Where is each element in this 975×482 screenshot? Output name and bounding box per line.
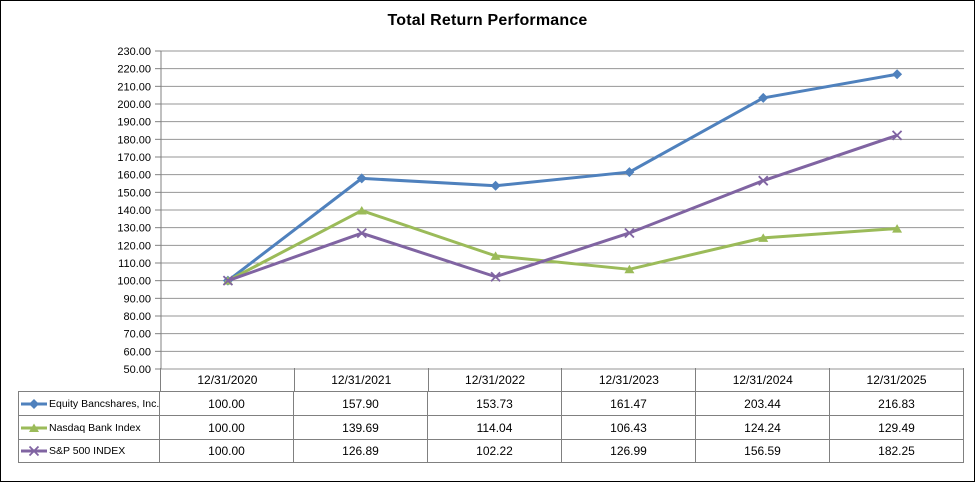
date-header-cell: 12/31/2023 — [562, 368, 697, 391]
date-header-cell: 12/31/2025 — [830, 368, 964, 391]
y-axis-label: 210.00 — [117, 81, 151, 93]
value-cell: 124.24 — [696, 416, 830, 439]
value-cell: 156.59 — [696, 440, 830, 462]
y-axis-label: 190.00 — [117, 117, 151, 129]
y-axis-label: 150.00 — [117, 187, 151, 199]
value-cell: 100.00 — [160, 416, 294, 439]
series-line — [226, 209, 899, 283]
y-axis-label: 60.00 — [123, 346, 151, 358]
x-marker-icon — [356, 228, 367, 239]
value-cell: 161.47 — [562, 392, 696, 415]
triangle-marker-icon — [624, 264, 635, 274]
value-cell: 153.73 — [428, 392, 562, 415]
x-marker-icon — [28, 445, 40, 457]
diamond-marker-icon — [490, 180, 501, 191]
series-name-label: Nasdaq Bank Index — [49, 421, 141, 434]
value-cell: 114.04 — [428, 416, 562, 439]
y-axis-label: 120.00 — [117, 240, 151, 252]
triangle-marker-icon — [356, 206, 367, 215]
y-axis-label: 110.00 — [118, 258, 151, 270]
x-marker-icon — [624, 227, 635, 239]
legend-key-icon — [21, 398, 47, 409]
value-cell: 203.44 — [696, 392, 830, 415]
x-marker-icon — [758, 175, 769, 186]
value-cell: 129.49 — [830, 416, 964, 439]
y-axis-label: 100.00 — [117, 276, 151, 288]
legend-key-icon — [21, 445, 47, 457]
y-axis-label: 220.00 — [117, 64, 151, 76]
value-cell: 126.99 — [562, 440, 696, 462]
table-row: S&P 500 INDEX 100.00 126.89 102.22 126.99 156… — [18, 439, 964, 463]
triangle-marker-icon — [892, 224, 903, 233]
plot-area: 50.00 60.00 70.00 80.00 90.00 100.00 110.00 120… — [117, 46, 964, 376]
value-cell: 126.89 — [294, 440, 428, 462]
x-marker-icon — [222, 275, 234, 286]
value-cell: 100.00 — [160, 392, 294, 415]
value-cell: 216.83 — [830, 392, 964, 415]
diamond-marker-icon — [356, 173, 367, 184]
date-header-cell: 12/31/2024 — [696, 368, 831, 391]
x-marker-icon — [490, 271, 501, 282]
value-cell: 139.69 — [294, 416, 428, 439]
table-row: Nasdaq Bank Index 100.00 139.69 114.04 106.4… — [18, 415, 964, 439]
value-cell: 100.00 — [160, 440, 294, 462]
y-axis-label: 80.00 — [123, 311, 151, 323]
legend-key-icon — [21, 423, 47, 432]
series-line — [226, 72, 899, 283]
data-table-body: Equity Bancshares, Inc. 100.00 157.90 153.7… — [18, 391, 964, 463]
y-axis-label: 140.00 — [117, 205, 151, 217]
diamond-marker-icon — [892, 69, 903, 80]
y-axis-label: 230.00 — [117, 46, 151, 58]
series-name-label: Equity Bancshares, Inc. — [49, 397, 160, 410]
date-header-cell: 12/31/2022 — [429, 368, 563, 391]
y-axis-label: 160.00 — [117, 170, 151, 182]
value-cell: 106.43 — [562, 416, 696, 439]
triangle-marker-icon — [758, 233, 769, 242]
table-row: Equity Bancshares, Inc. 100.00 157.90 153.7… — [18, 391, 964, 415]
y-axis-label: 50.00 — [123, 364, 151, 376]
triangle-marker-icon — [490, 251, 501, 260]
data-table-header: 12/31/2020 12/31/2021 12/31/2022 12/31/2023… — [160, 368, 964, 391]
diamond-marker-icon — [29, 398, 39, 409]
y-axis-label: 180.00 — [117, 134, 151, 146]
legend-cell: Equity Bancshares, Inc. — [18, 392, 160, 415]
legend-cell: S&P 500 INDEX — [18, 440, 160, 462]
value-cell: 102.22 — [428, 440, 562, 462]
y-axis-label: 200.00 — [117, 99, 151, 111]
y-axis-label: 90.00 — [123, 293, 151, 305]
chart-title: Total Return Performance — [387, 12, 588, 29]
x-marker-icon — [891, 130, 903, 141]
y-axis-label: 130.00 — [117, 223, 151, 235]
value-cell: 182.25 — [830, 440, 964, 462]
diamond-marker-icon — [758, 92, 769, 103]
series-name-label: S&P 500 INDEX — [49, 445, 126, 457]
value-cell: 157.90 — [294, 392, 428, 415]
legend-cell: Nasdaq Bank Index — [18, 416, 160, 439]
y-axis-label: 70.00 — [123, 329, 151, 341]
series-line — [226, 133, 899, 283]
diamond-marker-icon — [624, 167, 635, 178]
date-header-cell: 12/31/2020 — [161, 368, 295, 391]
triangle-marker-icon — [29, 423, 39, 432]
y-axis-label: 170.00 — [117, 152, 151, 164]
date-header-cell: 12/31/2021 — [295, 368, 429, 391]
